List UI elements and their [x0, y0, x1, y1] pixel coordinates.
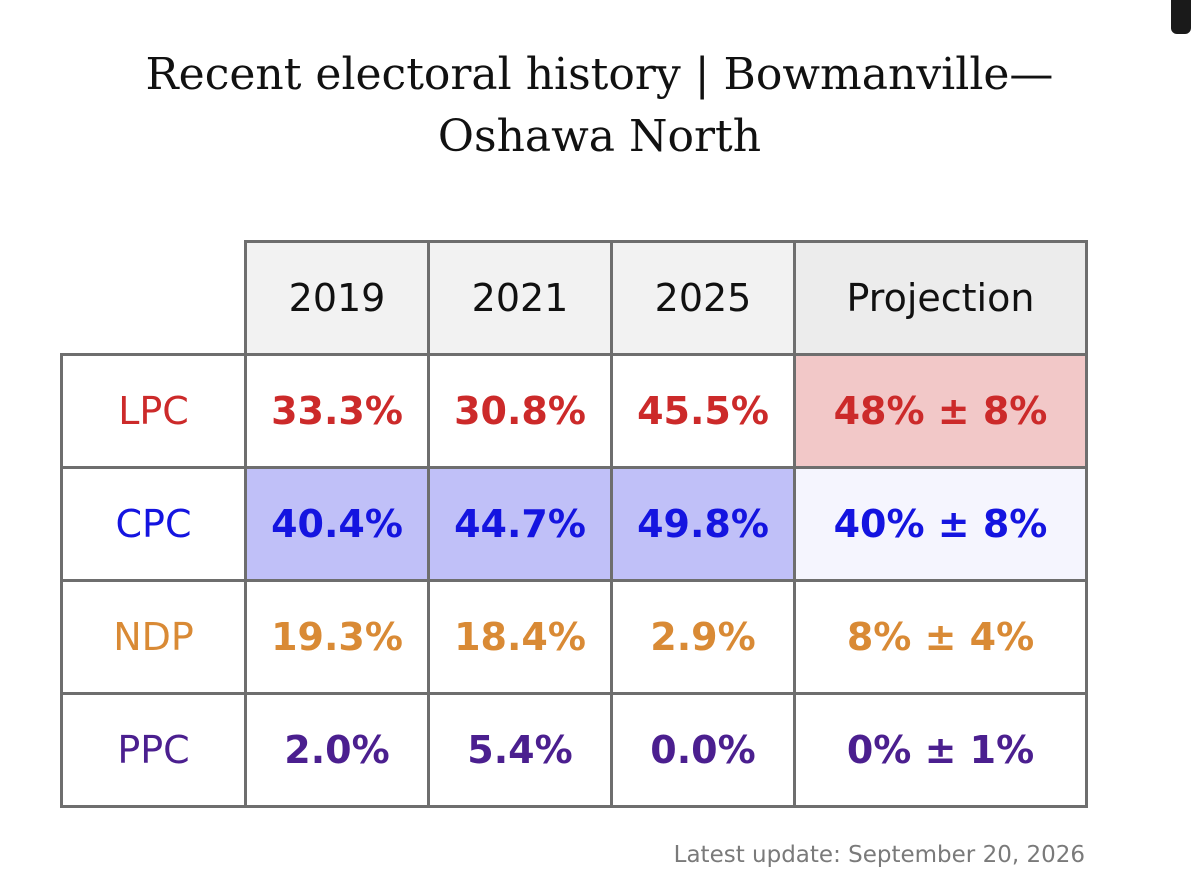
cell-cpc-2021: 44.7%: [427, 466, 613, 582]
cell-ndp-projection: 8% ± 4%: [793, 579, 1088, 695]
cell-lpc-2021: 30.8%: [427, 353, 613, 469]
party-label-lpc: LPC: [60, 353, 247, 469]
latest-update-note: Latest update: September 20, 2026: [673, 842, 1085, 868]
cell-cpc-projection: 40% ± 8%: [793, 466, 1088, 582]
cell-ppc-2019: 2.0%: [244, 692, 430, 808]
title-line-1: Recent electoral history | Bowmanville—: [145, 49, 1054, 100]
table-row-ndp: NDP 19.3% 18.4% 2.9% 8% ± 4%: [60, 579, 1088, 695]
results-table: 2019 2021 2025 Projection LPC 33.3% 30.8% 4…: [60, 240, 1088, 808]
header-row: 2019 2021 2025 Projection: [61, 240, 1088, 356]
cell-ndp-2019: 19.3%: [244, 579, 430, 695]
cell-lpc-2025: 45.5%: [610, 353, 796, 469]
table-body: LPC 33.3% 30.8% 45.5% 48% ± 8% CPC 40.4% 44.7% 4…: [60, 353, 1088, 808]
table-row-cpc: CPC 40.4% 44.7% 49.8% 40% ± 8%: [60, 466, 1088, 582]
title-line-2: Oshawa North: [437, 111, 762, 162]
column-header-projection: Projection: [793, 240, 1088, 356]
table-row-lpc: LPC 33.3% 30.8% 45.5% 48% ± 8%: [60, 353, 1088, 469]
party-label-ppc: PPC: [60, 692, 247, 808]
cell-lpc-projection: 48% ± 8%: [793, 353, 1088, 469]
cell-ppc-2021: 5.4%: [427, 692, 613, 808]
column-header-2025: 2025: [610, 240, 796, 356]
cell-ndp-2021: 18.4%: [427, 579, 613, 695]
column-header-2021: 2021: [427, 240, 613, 356]
party-label-cpc: CPC: [60, 466, 247, 582]
party-label-ndp: NDP: [60, 579, 247, 695]
cell-cpc-2025: 49.8%: [610, 466, 796, 582]
cell-ppc-2025: 0.0%: [610, 692, 796, 808]
cell-ndp-2025: 2.9%: [610, 579, 796, 695]
chart-title: Recent electoral history | Bowmanville— …: [60, 44, 1139, 168]
cell-ppc-projection: 0% ± 1%: [793, 692, 1088, 808]
scrollbar-thumb[interactable]: [1171, 0, 1191, 34]
table-row-ppc: PPC 2.0% 5.4% 0.0% 0% ± 1%: [60, 692, 1088, 808]
column-header-2019: 2019: [244, 240, 430, 356]
cell-lpc-2019: 33.3%: [244, 353, 430, 469]
cell-cpc-2019: 40.4%: [244, 466, 430, 582]
header-corner: [61, 241, 247, 356]
